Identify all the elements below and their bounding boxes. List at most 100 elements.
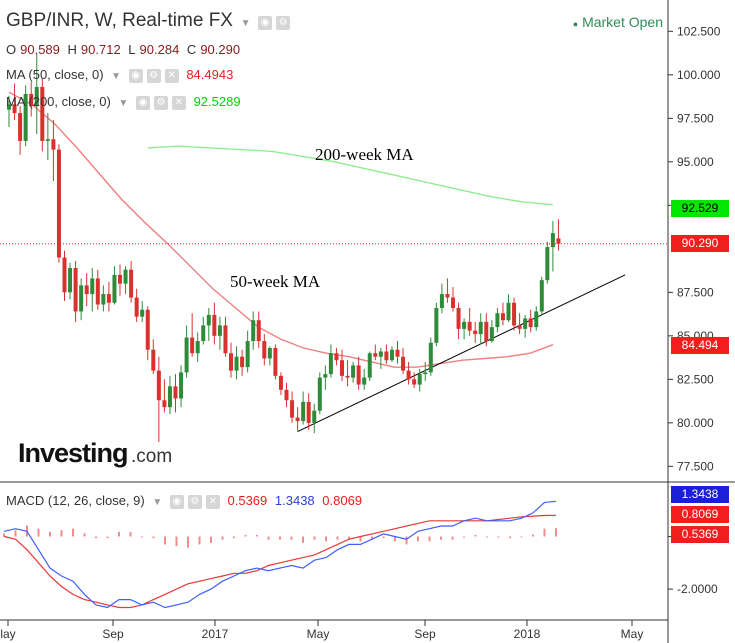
candle-up: [79, 285, 84, 312]
macd-hist-bar: [37, 528, 40, 537]
candle-down: [223, 325, 228, 354]
candle-down: [118, 274, 122, 284]
candle-up: [251, 320, 256, 342]
investing-logo: Investing .com: [18, 438, 172, 468]
candle-down: [229, 353, 233, 371]
chevron-down-icon[interactable]: ▼: [240, 18, 251, 29]
candle-down: [62, 257, 67, 293]
candle-up: [367, 353, 372, 378]
macd-hist-bar: [532, 534, 534, 537]
candle-up: [101, 294, 106, 305]
candle-down: [162, 400, 167, 408]
candle-down: [51, 139, 56, 150]
candle-down: [456, 307, 461, 329]
candle-up: [234, 356, 239, 371]
y-tick-label: 95.000: [677, 155, 714, 169]
macd-hist-bar: [95, 536, 97, 539]
candle-up: [439, 294, 444, 308]
macd-hist-bar: [14, 530, 17, 537]
candle-up: [217, 325, 222, 336]
macd-hist-bar: [129, 531, 132, 537]
candle-up: [140, 309, 145, 317]
candle-down: [517, 325, 522, 329]
candle-up: [301, 401, 306, 422]
macd-hist-bar: [474, 534, 477, 537]
x-tick-label: Sep: [414, 627, 436, 641]
candle-down: [173, 386, 178, 399]
macd-hist-bar: [49, 531, 51, 537]
annotations: 200-week MA 50-week MA: [230, 145, 414, 291]
y-tick-label: 82.500: [677, 372, 714, 386]
candle-up: [423, 372, 428, 375]
candle-up: [23, 93, 28, 141]
macd-hist-bar: [428, 536, 431, 542]
close-icon[interactable]: ✕: [164, 68, 179, 83]
ma200-annotation: 200-week MA: [315, 145, 414, 164]
macd-hist-bar: [359, 536, 362, 542]
macd-hist-bar: [72, 528, 74, 537]
y-tick-label: 77.500: [677, 459, 714, 473]
candle-down: [512, 302, 517, 326]
candle-down: [40, 87, 45, 141]
candle-up: [90, 278, 95, 295]
candle-down: [156, 370, 161, 401]
candle-down: [190, 337, 195, 354]
ma50-legend[interactable]: MA (50, close, 0) ▼ ◉ ⚙ ✕ 84.4943: [6, 67, 237, 83]
candle-up: [539, 280, 544, 312]
eye-icon[interactable]: ◉: [135, 95, 150, 110]
macd-hist-bar: [336, 536, 339, 540]
close-icon[interactable]: ✕: [205, 494, 220, 509]
macd-hist-bar: [233, 536, 235, 539]
candle-up: [534, 311, 539, 328]
chevron-down-icon: ▼: [118, 98, 129, 109]
ohlc-row: O 90.589 H 90.712 L 90.284 C 90.290: [6, 42, 241, 57]
eye-icon[interactable]: ◉: [258, 15, 273, 30]
macd-hist-bar: [555, 528, 557, 537]
macd-hist-bar: [198, 536, 201, 545]
macd-hist-bar: [290, 536, 293, 540]
candle-up: [495, 313, 500, 328]
candle-down: [467, 321, 472, 331]
candle-down: [401, 356, 406, 371]
hist-price-tag: 0.5369: [671, 526, 729, 543]
candle-up: [328, 353, 333, 375]
ma50-polyline: [8, 91, 554, 368]
macd-hist-bar: [382, 536, 385, 539]
signal-price-tag: 0.8069: [671, 506, 729, 523]
gear-icon[interactable]: ⚙: [153, 95, 168, 110]
candle-up: [478, 321, 483, 335]
candle-down: [278, 375, 283, 390]
candle-up: [34, 87, 39, 107]
macd-hist-bar: [348, 536, 350, 540]
eye-icon[interactable]: ◉: [128, 68, 143, 83]
gear-icon[interactable]: ⚙: [276, 15, 291, 30]
candle-up: [489, 327, 494, 342]
market-status: ● Market Open: [573, 14, 663, 30]
candle-down: [106, 294, 111, 303]
eye-icon[interactable]: ◉: [169, 494, 184, 509]
gear-icon[interactable]: ⚙: [187, 494, 202, 509]
macd-pane: [3, 500, 557, 609]
ma200-legend[interactable]: MA (200, close, 0) ▼ ◉ ⚙ ✕ 92.5289: [6, 94, 245, 110]
candle-down: [445, 294, 450, 298]
gear-icon[interactable]: ⚙: [146, 68, 161, 83]
x-tick-label: lay: [0, 627, 15, 641]
macd-hist-bar: [175, 536, 178, 547]
candle-down: [406, 370, 411, 380]
macd-hist-bar: [210, 536, 212, 543]
y-tick-label: 102.500: [677, 24, 721, 38]
candle-up: [201, 325, 206, 342]
candle-down: [295, 417, 300, 422]
candle-down: [340, 360, 344, 376]
ma50-annotation: 50-week MA: [230, 272, 321, 291]
candle-up: [362, 377, 367, 385]
candle-up: [378, 351, 383, 357]
macd-legend[interactable]: MACD (12, 26, close, 9) ▼ ◉ ⚙ ✕ 0.5369 1.3…: [6, 493, 366, 509]
trendline: [297, 274, 626, 432]
close-icon[interactable]: ✕: [171, 95, 186, 110]
candle-down: [473, 330, 478, 335]
macd-signal-value: 0.8069: [322, 493, 363, 508]
market-status-label: Market Open: [582, 14, 663, 30]
x-tick-label: May: [307, 627, 330, 641]
macd-hist-bar: [325, 536, 327, 542]
